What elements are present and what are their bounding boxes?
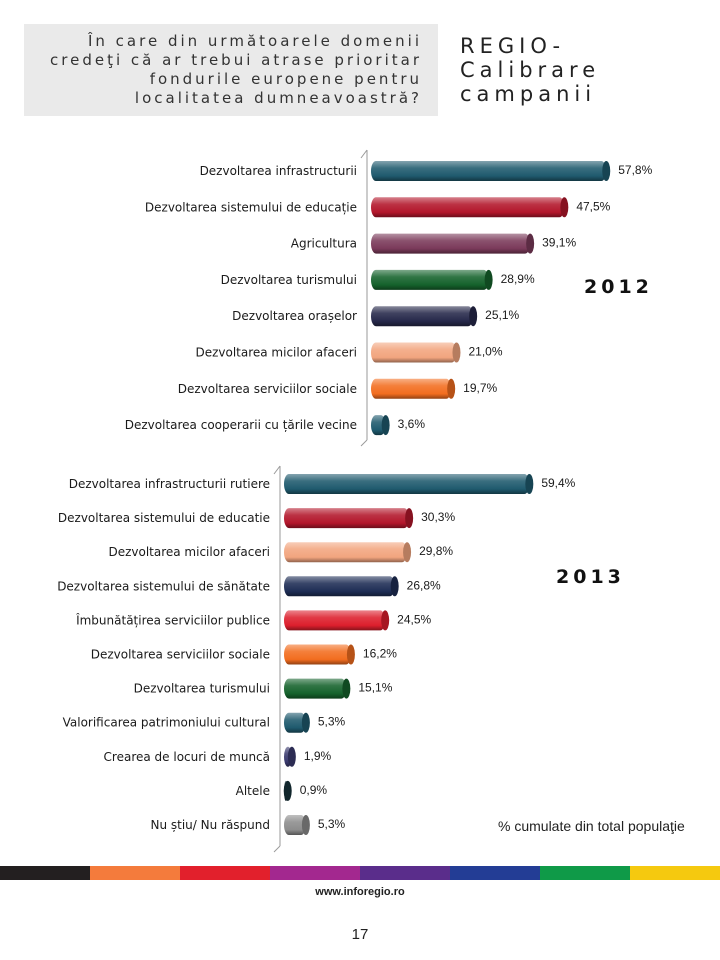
question-box: În care din următoarele domenii credeţi … [24,24,438,116]
value-label-2013-9: 0,9% [300,783,328,797]
bar-2012-6 [371,378,452,399]
bar-2012-1 [371,197,565,218]
category-label-2013-4: Îmbunătățirea serviciilor publice [75,612,270,627]
footnote: % cumulate din total populaţie [498,818,685,834]
value-label-2013-2: 29,8% [419,544,453,558]
page-number: 17 [351,926,369,943]
bar-cap-2013-8 [287,746,296,767]
bar-cap-2012-6 [447,378,456,399]
category-label-2012-7: Dezvoltarea cooperarii cu țările vecine [125,418,357,432]
color-strip-segment [270,866,360,880]
bar-2013-4 [284,610,386,631]
bar-2012-2 [371,233,531,254]
bar-cap-2012-3 [484,269,493,290]
color-strip-segment [630,866,720,880]
bar-cap-2013-5 [346,644,355,665]
bar-2013-5 [284,644,351,665]
category-label-2012-5: Dezvoltarea micilor afaceri [195,346,357,360]
category-label-2013-7: Valorificarea patrimoniului cultural [63,716,270,730]
bar-2013-0 [284,474,530,494]
bar-cap-2012-7 [381,415,390,436]
color-strip-segment [540,866,630,880]
value-label-2012-7: 3,6% [398,417,426,431]
bar-2012-4 [371,306,474,327]
category-label-2012-3: Dezvoltarea turismului [221,273,357,287]
bar-2013-7 [284,712,306,733]
value-label-2013-10: 5,3% [318,817,346,831]
bar-cap-2013-0 [525,474,534,494]
chart-axis-bottom-2013 [273,845,281,853]
color-strip-segment [90,866,180,880]
category-label-2013-10: Nu știu/ Nu răspund [150,818,270,832]
bar-cap-2013-10 [301,815,310,835]
bar-cap-2013-3 [390,576,399,597]
value-label-2012-0: 57,8% [618,163,652,177]
chart-axis-bottom-2012 [360,439,368,447]
value-label-2012-6: 19,7% [463,381,497,395]
bar-cap-2012-2 [526,233,535,254]
value-label-2013-1: 30,3% [421,510,455,524]
website-link[interactable]: www.inforegio.ro [315,886,405,898]
category-label-2013-2: Dezvoltarea micilor afaceri [108,545,270,559]
bar-2012-5 [371,342,457,363]
category-label-2012-2: Agricultura [291,237,357,251]
bar-2012-0 [371,161,607,181]
category-label-2012-6: Dezvoltarea serviciilor sociale [178,382,357,396]
bar-cap-2012-0 [602,161,611,181]
category-label-2012-1: Dezvoltarea sistemului de educație [145,200,357,214]
bar-cap-2013-1 [405,508,414,529]
bar-charts: Dezvoltarea infrastructurii 57,8% Dezvolta… [57,149,653,853]
chart-axis-top-2012 [360,149,368,159]
bar-2013-2 [284,542,408,563]
bar-cap-2013-4 [381,610,390,631]
year-label-2013: 2013 [556,566,625,588]
color-strip-segment [0,866,90,880]
value-label-2012-4: 25,1% [485,308,519,322]
bar-2013-3 [284,576,395,597]
bar-cap-2013-2 [403,542,412,563]
value-label-2013-6: 15,1% [358,681,392,695]
bar-2012-7 [371,415,386,436]
bar-cap-2013-6 [342,678,351,699]
chart-axis-top-2013 [273,465,281,475]
value-label-2012-3: 28,9% [501,272,535,286]
bar-cap-2012-1 [560,197,569,218]
category-label-2013-9: Altele [236,784,270,798]
regio-title: REGIO- Calibrare campanii [460,34,601,106]
category-label-2013-3: Dezvoltarea sistemului de sănătate [57,579,270,593]
bar-2013-6 [284,678,347,699]
color-strip-segment [360,866,450,880]
bar-cap-2012-5 [452,342,461,363]
bar-2012-3 [371,269,489,290]
category-label-2013-1: Dezvoltarea sistemului de educatie [58,511,270,525]
bar-2013-10 [284,815,306,835]
bar-cap-2012-4 [469,306,478,327]
value-label-2013-8: 1,9% [304,749,332,763]
value-label-2012-1: 47,5% [576,199,610,213]
value-label-2013-3: 26,8% [407,578,441,592]
question-text: În care din următoarele domenii credeţi … [50,32,422,107]
bar-cap-2013-7 [301,712,310,733]
value-label-2012-5: 21,0% [468,345,502,359]
value-label-2013-5: 16,2% [363,647,397,661]
bar-2013-1 [284,508,410,529]
category-label-2013-6: Dezvoltarea turismului [134,682,270,696]
category-label-2013-8: Crearea de locuri de muncă [104,750,270,764]
value-label-2013-7: 5,3% [318,715,346,729]
year-label-2012: 2012 [584,276,653,298]
value-label-2012-2: 39,1% [542,236,576,250]
category-label-2013-5: Dezvoltarea serviciilor sociale [91,648,270,662]
category-label-2012-0: Dezvoltarea infrastructurii [200,164,357,178]
category-label-2012-4: Dezvoltarea orașelor [232,309,357,323]
value-label-2013-0: 59,4% [541,476,575,490]
category-label-2013-0: Dezvoltarea infrastructurii rutiere [69,477,270,491]
bar-cap-2013-9 [283,780,292,801]
value-label-2013-4: 24,5% [397,612,431,626]
color-strip-segment [180,866,270,880]
color-strip [0,866,720,880]
color-strip-segment [450,866,540,880]
